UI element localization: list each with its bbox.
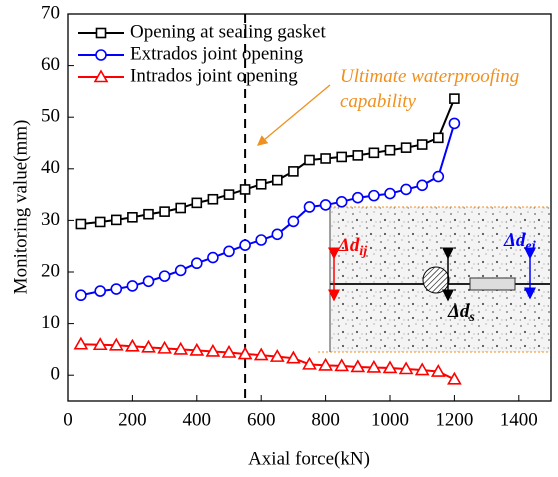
- marker: [305, 156, 314, 165]
- marker: [224, 246, 234, 256]
- marker: [76, 290, 86, 300]
- x-tick-label: 1400: [500, 409, 538, 430]
- marker: [417, 180, 427, 190]
- legend-label: Intrados joint opening: [130, 65, 298, 86]
- marker: [448, 373, 460, 384]
- y-tick-label: 20: [41, 260, 60, 281]
- marker: [176, 265, 186, 275]
- marker: [144, 210, 153, 219]
- marker: [256, 235, 266, 245]
- y-tick-label: 0: [51, 364, 61, 385]
- marker: [240, 240, 250, 250]
- marker: [96, 217, 105, 226]
- y-tick-label: 50: [41, 106, 60, 127]
- marker: [160, 207, 169, 216]
- y-tick-label: 10: [41, 312, 60, 333]
- y-tick-label: 70: [41, 2, 60, 23]
- marker: [369, 191, 379, 201]
- marker: [225, 190, 234, 199]
- marker: [353, 193, 363, 203]
- marker: [386, 146, 395, 155]
- chart: Axial force(kN) Monitoring value(mm) 0 20…: [0, 0, 558, 477]
- marker: [433, 172, 443, 182]
- marker: [337, 152, 346, 161]
- x-tick-label: 1200: [435, 409, 473, 430]
- inset-label-sub: ij: [359, 244, 367, 259]
- x-axis-label: Axial force(kN): [248, 448, 370, 469]
- marker: [288, 216, 298, 226]
- marker: [241, 185, 250, 194]
- inset-label-main: Δd: [503, 230, 526, 251]
- marker: [273, 176, 282, 185]
- marker: [418, 140, 427, 149]
- marker: [385, 189, 395, 199]
- series-line: [81, 99, 455, 224]
- marker: [353, 151, 362, 160]
- marker: [321, 200, 331, 210]
- marker: [111, 284, 121, 294]
- y-tick-label: 60: [41, 54, 60, 75]
- x-tick-label: 400: [183, 409, 212, 430]
- marker: [192, 198, 201, 207]
- marker: [128, 213, 137, 222]
- legend-marker: [97, 29, 106, 38]
- marker: [401, 184, 411, 194]
- inset-diagram: [318, 207, 550, 352]
- x-tick-label: 200: [118, 409, 147, 430]
- legend-label: Extrados joint opening: [130, 43, 304, 64]
- marker: [337, 197, 347, 207]
- marker: [449, 118, 459, 128]
- marker: [321, 154, 330, 163]
- annotation-arrow: [258, 85, 330, 145]
- marker: [450, 94, 459, 103]
- x-tick-label: 1000: [371, 409, 409, 430]
- inset-label-main: Δd: [337, 235, 360, 256]
- marker: [369, 148, 378, 157]
- legend-label: Opening at sealing gasket: [130, 21, 326, 42]
- inset-label-sub: ej: [525, 239, 535, 254]
- annotation: Ultimate waterproofing capability: [340, 66, 519, 112]
- inset-label-main: Δd: [447, 301, 470, 322]
- x-tick-label: 600: [247, 409, 276, 430]
- marker: [127, 281, 137, 291]
- marker: [208, 195, 217, 204]
- marker: [76, 220, 85, 229]
- marker: [434, 133, 443, 142]
- marker: [192, 258, 202, 268]
- y-tick-label: 40: [41, 157, 60, 178]
- x-tick-label: 0: [63, 409, 73, 430]
- annotation-line: capability: [340, 91, 417, 112]
- marker: [305, 202, 315, 212]
- marker: [160, 271, 170, 281]
- marker: [257, 180, 266, 189]
- x-tick-label: 800: [311, 409, 340, 430]
- legend-marker: [96, 50, 106, 60]
- annotation-line: Ultimate waterproofing: [340, 66, 519, 87]
- marker: [402, 143, 411, 152]
- y-axis-label: Monitoring value(mm): [10, 120, 31, 295]
- marker: [95, 286, 105, 296]
- y-tick-label: 30: [41, 209, 60, 230]
- marker: [289, 167, 298, 176]
- marker: [144, 276, 154, 286]
- marker: [176, 204, 185, 213]
- marker: [272, 229, 282, 239]
- inset-label-sub: s: [468, 310, 475, 325]
- marker: [208, 253, 218, 263]
- marker: [112, 215, 121, 224]
